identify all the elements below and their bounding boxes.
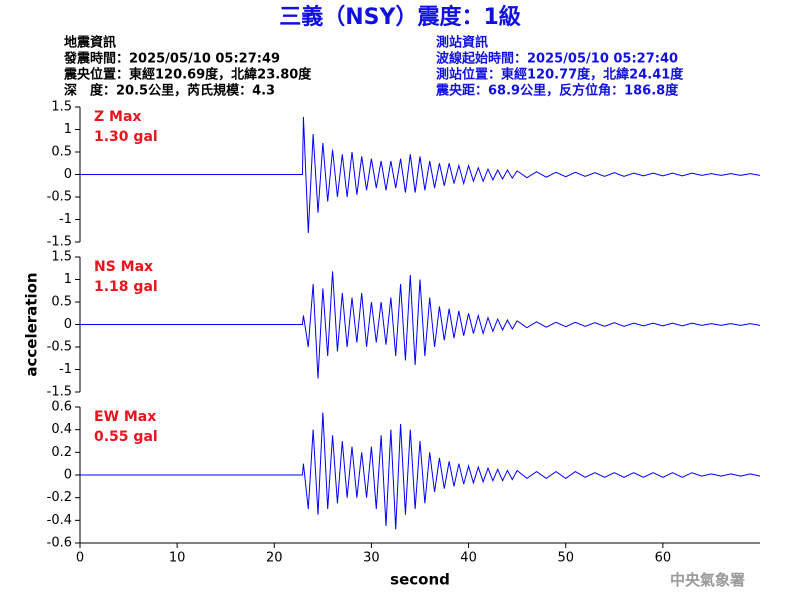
chart-title: 三義（NSY）震度：1級: [279, 4, 521, 30]
x-tick-label: 40: [460, 551, 477, 566]
y-tick-label: -0.5: [47, 340, 72, 355]
y-tick-label: 0.6: [51, 400, 72, 415]
info-line: 深 度：20.5公里，芮氏規模：4.3: [64, 83, 275, 99]
y-tick-label: 1.5: [51, 100, 72, 115]
annotation: 0.55 gal: [94, 429, 158, 445]
y-tick-label: 0.5: [51, 145, 72, 160]
annotation: NS Max: [94, 259, 153, 275]
y-tick-label: 1: [64, 272, 72, 287]
y-tick-label: -1.5: [47, 235, 72, 250]
waveform: [80, 116, 761, 234]
footer-logo: 中央氣象署: [670, 571, 745, 589]
x-tick-label: 20: [266, 551, 283, 566]
y-tick-label: -0.5: [47, 190, 72, 205]
y-tick-label: 1.5: [51, 250, 72, 265]
info-line: 震央位置：東經120.69度，北緯23.80度: [63, 67, 312, 83]
y-tick-label: 1: [64, 122, 72, 137]
annotation: 1.18 gal: [94, 279, 158, 295]
annotation: EW Max: [94, 409, 156, 425]
y-axis-label: acceleration: [23, 272, 41, 376]
annotation: 1.30 gal: [94, 129, 158, 145]
info-line: 發震時間：2025/05/10 05:27:49: [63, 51, 280, 67]
y-tick-label: -0.2: [47, 490, 72, 505]
x-tick-label: 30: [363, 551, 380, 566]
y-tick-label: -0.6: [47, 536, 72, 551]
x-tick-label: 0: [76, 551, 84, 566]
y-tick-label: 0.4: [51, 422, 72, 437]
info-line: 震央距：68.9公里，反方位角：186.8度: [435, 83, 679, 99]
info-line: 波線起始時間：2025/05/10 05:27:40: [436, 51, 678, 67]
annotation: Z Max: [94, 109, 141, 125]
y-tick-label: -1: [59, 362, 72, 377]
info-line: 測站資訊: [436, 35, 488, 51]
y-tick-label: 0.2: [51, 445, 72, 460]
y-tick-label: -1: [59, 212, 72, 227]
y-tick-label: 0: [64, 468, 72, 483]
y-tick-label: 0: [64, 167, 72, 182]
y-tick-label: 0.5: [51, 295, 72, 310]
x-tick-label: 50: [557, 551, 574, 566]
waveform: [80, 271, 761, 379]
x-axis-label: second: [390, 571, 450, 589]
x-tick-label: 10: [169, 551, 186, 566]
y-tick-label: -1.5: [47, 385, 72, 400]
x-tick-label: 60: [655, 551, 672, 566]
info-line: 地震資訊: [64, 35, 116, 51]
waveform: [80, 412, 761, 530]
y-tick-label: -0.4: [47, 513, 72, 528]
info-line: 測站位置：東經120.77度，北緯24.41度: [436, 67, 684, 83]
y-tick-label: 0: [64, 317, 72, 332]
